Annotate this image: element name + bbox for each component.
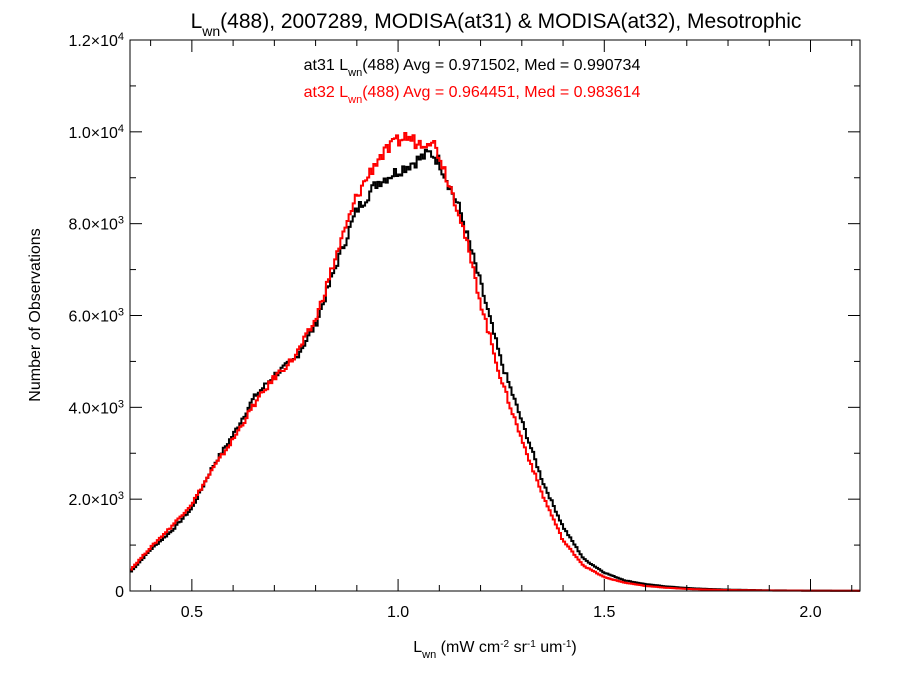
annotation-at32: at32 Lwn(488) Avg = 0.964451, Med = 0.98… [304,84,641,106]
y-tick-label: 8.0×103 [68,215,124,234]
x-tick-label: 1.5 [593,604,615,621]
series-line-0 [130,148,860,592]
series-line-1 [130,132,860,592]
chart-title: Lwn(488), 2007289, MODISA(at31) & MODISA… [191,10,802,39]
y-tick-label: 0 [115,584,124,601]
y-tick-label: 2.0×103 [68,490,124,509]
x-tick-label: 2.0 [799,604,821,621]
y-tick-label: 1.0×104 [68,123,124,142]
series-layer [130,132,860,592]
y-tick-label: 4.0×103 [68,398,124,417]
y-tick-label: 6.0×103 [68,307,124,326]
x-tick-label: 1.0 [387,604,409,621]
y-tick-label: 1.2×104 [68,31,124,50]
axis-layer: 0.5 1.0 1.5 2.0 0 2.0×103 4.0×103 6.0×103 8.0×10… [68,31,860,621]
annotation-at31: at31 Lwn(488) Avg = 0.971502, Med = 0.99… [304,57,641,79]
x-axis-label: Lwn (mW cm-2 sr-1 um-1) [413,639,576,662]
x-tick-label: 0.5 [181,604,203,621]
plot-frame [129,39,861,592]
y-axis-label: Number of Observations [27,228,44,401]
